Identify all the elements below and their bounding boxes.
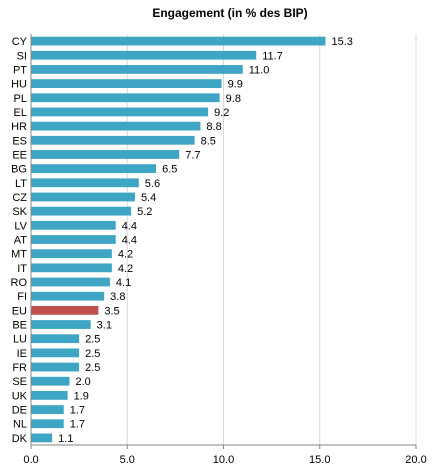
category-label: MT [11,249,27,261]
value-label: 7.7 [185,149,200,161]
value-label: 2.5 [85,334,100,346]
value-label: 4.2 [118,263,133,275]
category-label: IT [17,263,27,275]
value-label: 11.0 [249,64,270,76]
gridlines [126,34,417,445]
bar-fr [31,362,80,372]
category-label: LV [14,220,27,232]
bar-hr [31,121,201,131]
bar-nl [31,419,64,429]
category-label: CZ [12,192,27,204]
x-axis: 0.0 5.0 10.0 15.0 20.0 [23,34,427,466]
value-label: 8.8 [206,121,221,133]
category-label: IE [17,348,27,360]
bar-lu [31,334,80,344]
value-label: 2.0 [76,376,91,388]
value-label: 4.2 [118,249,133,261]
x-tick-label: 0.0 [23,454,38,466]
bar-pl [31,93,220,103]
value-label: 1.1 [58,433,73,445]
category-label: HU [11,79,27,91]
x-tick-label: 5.0 [120,454,135,466]
category-label: DK [12,433,28,445]
category-label: LU [13,334,27,346]
bar-be [31,320,91,329]
bar-mt [31,249,112,259]
bar-sk [31,206,132,216]
category-label: FI [17,291,27,303]
value-label: 2.5 [85,348,100,360]
bar-se [31,376,70,386]
value-label: 3.5 [104,305,119,317]
bar-si [31,50,257,60]
category-label: SI [17,50,27,62]
value-label: 1.7 [70,419,85,431]
chart-title: Engagement (in % des BIP) [152,6,307,20]
category-label: NL [13,419,27,431]
bar-ee [31,150,180,159]
category-labels: CY SI PT HU PL EL HR ES EE BG LT CZ SK LV AT MT IT RO FI EU… [11,36,28,445]
bar-ie [31,348,80,358]
value-label: 4.1 [116,277,131,289]
value-labels: 15.3 11.7 11.0 9.9 9.8 9.2 8.8 8.57.7 6.55.6 5.4 5… [58,36,353,445]
bar-de [31,405,64,414]
value-label: 3.8 [110,291,125,303]
bar-lt [31,178,139,188]
value-label: 1.7 [70,405,85,417]
value-label: 5.6 [145,178,160,190]
value-label: 9.8 [226,93,241,105]
category-label: SK [12,206,27,218]
bar-fi [31,291,105,301]
category-label: SE [12,376,27,388]
bar-it [31,263,112,273]
x-tick-label: 20.0 [405,454,426,466]
value-label: 6.5 [162,164,177,176]
bar-dk [31,433,53,443]
bar-at [31,235,116,244]
value-label: 8.5 [201,135,216,147]
value-label: 2.5 [85,362,100,374]
x-tick-label: 10.0 [213,454,234,466]
category-label: AT [14,235,28,247]
value-label: 9.2 [214,107,229,119]
value-label: 4.4 [122,235,137,247]
value-label: 11.7 [262,50,283,62]
bar-ro [31,277,110,287]
category-label: FR [12,362,27,374]
bar-bg [31,164,157,174]
category-label: HR [11,121,27,133]
value-label: 4.4 [122,220,137,232]
category-label: DE [12,405,27,417]
category-label: ES [12,135,27,147]
category-label: EU [12,305,27,317]
bar-eu [31,305,99,315]
category-label: EE [12,149,27,161]
bar-hu [31,79,222,88]
value-label: 5.2 [137,206,152,218]
value-label: 9.9 [228,79,243,91]
category-label: CY [12,36,28,48]
bar-es [31,135,195,145]
value-label: 1.9 [74,390,89,402]
category-label: PT [13,64,27,76]
category-label: RO [11,277,28,289]
bar-el [31,107,209,117]
bar-cy [31,36,326,46]
bar-lv [31,220,116,230]
value-label: 5.4 [141,192,156,204]
x-tick-label: 15.0 [309,454,330,466]
bars [31,36,326,443]
category-label: UK [12,390,28,402]
category-label: BE [12,320,27,332]
category-label: LT [15,178,27,190]
category-label: EL [14,107,27,119]
bar-cz [31,192,135,202]
bar-uk [31,391,68,400]
bar-pt [31,65,243,74]
value-label: 3.1 [97,320,112,332]
category-label: BG [11,164,27,176]
category-label: PL [14,93,27,105]
value-label: 15.3 [332,36,353,48]
